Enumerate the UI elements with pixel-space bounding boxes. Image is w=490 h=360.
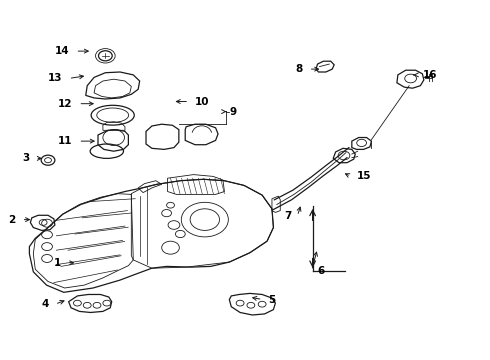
Text: 6: 6 [318,266,325,276]
Text: 14: 14 [55,46,70,56]
Text: 7: 7 [284,211,292,221]
Text: 13: 13 [48,73,63,84]
Text: 3: 3 [22,153,29,163]
Text: 10: 10 [195,96,210,107]
Text: 12: 12 [58,99,73,109]
Text: 5: 5 [269,294,276,305]
Text: 8: 8 [295,64,303,74]
Text: 1: 1 [54,258,61,268]
Text: 4: 4 [42,299,49,309]
Text: 11: 11 [58,136,73,146]
Text: 15: 15 [357,171,371,181]
Text: 9: 9 [229,107,237,117]
Text: 16: 16 [422,70,437,80]
Text: 2: 2 [8,215,16,225]
